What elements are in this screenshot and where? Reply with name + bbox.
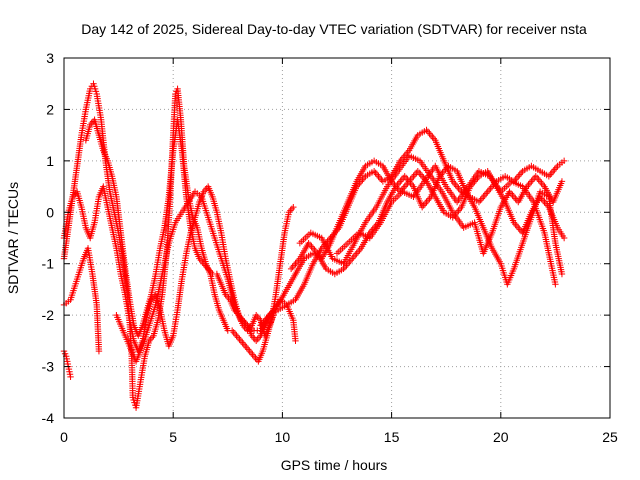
x-tick-label: 20 bbox=[493, 429, 509, 445]
x-tick-label: 5 bbox=[169, 429, 177, 445]
data-point bbox=[560, 234, 568, 242]
plot-frame bbox=[63, 57, 611, 419]
y-tick-label: 2 bbox=[46, 101, 54, 117]
data-point bbox=[558, 178, 566, 185]
data-point bbox=[95, 347, 103, 355]
y-tick-label: 3 bbox=[46, 50, 54, 66]
data-point bbox=[558, 270, 566, 278]
x-axis-label: GPS time / hours bbox=[281, 457, 388, 473]
x-tick-label: 15 bbox=[384, 429, 400, 445]
x-tick-label: 10 bbox=[275, 429, 291, 445]
y-tick-label: 0 bbox=[46, 204, 54, 220]
data-point bbox=[290, 203, 297, 211]
y-tick-label: 1 bbox=[46, 153, 54, 169]
data-point bbox=[552, 281, 559, 288]
data-point bbox=[67, 373, 74, 381]
y-tick-label: -4 bbox=[42, 410, 55, 426]
chart-title: Day 142 of 2025, Sidereal Day-to-day VTE… bbox=[81, 21, 587, 37]
y-axis-label: SDTVAR / TECUs bbox=[5, 182, 21, 294]
y-tick-label: -1 bbox=[42, 256, 55, 272]
y-tick-label: -3 bbox=[42, 359, 55, 375]
y-tick-label: -2 bbox=[42, 307, 55, 323]
x-tick-label: 0 bbox=[60, 429, 68, 445]
x-tick-label: 25 bbox=[602, 429, 618, 445]
data-points bbox=[60, 80, 568, 411]
axis-ticks: 0 5 10 15 20 25 -4 -3 -2 -1 0 1 2 3 bbox=[42, 50, 618, 445]
data-point bbox=[292, 337, 299, 345]
data-point bbox=[560, 157, 568, 165]
